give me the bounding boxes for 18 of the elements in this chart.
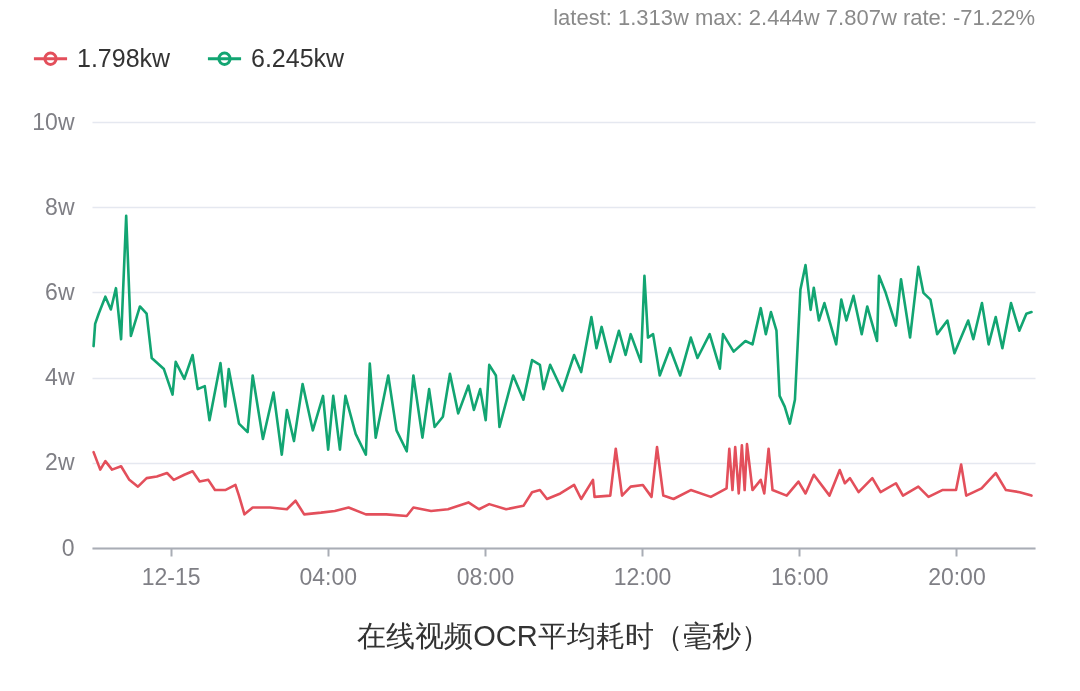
legend-label: 6.245kw <box>251 43 346 72</box>
y-tick-label: 4w <box>45 364 75 391</box>
y-tick-label: 10w <box>32 108 75 135</box>
x-tick-label: 04:00 <box>299 563 358 590</box>
x-tick-label: 08:00 <box>456 563 515 590</box>
y-tick-label: 0 <box>61 534 75 561</box>
legend-label: 1.798kw <box>77 43 172 72</box>
x-tick-label: 16:00 <box>770 563 829 590</box>
y-tick-label: 6w <box>45 278 75 305</box>
x-tick-label: 12:00 <box>613 563 672 590</box>
x-tick-label: 12-15 <box>141 563 201 590</box>
text: latest: 1.313w max: 2.444w 7.807w rate: -71.22% <box>553 5 1035 30</box>
x-tick-label: 20:00 <box>928 563 986 590</box>
y-tick-label: 2w <box>45 449 75 476</box>
line-series <box>92 214 1033 457</box>
text: 在线视频OCR平均耗时（毫秒） <box>357 620 770 652</box>
y-tick-label: 8w <box>45 193 75 220</box>
line-series <box>92 442 1033 518</box>
